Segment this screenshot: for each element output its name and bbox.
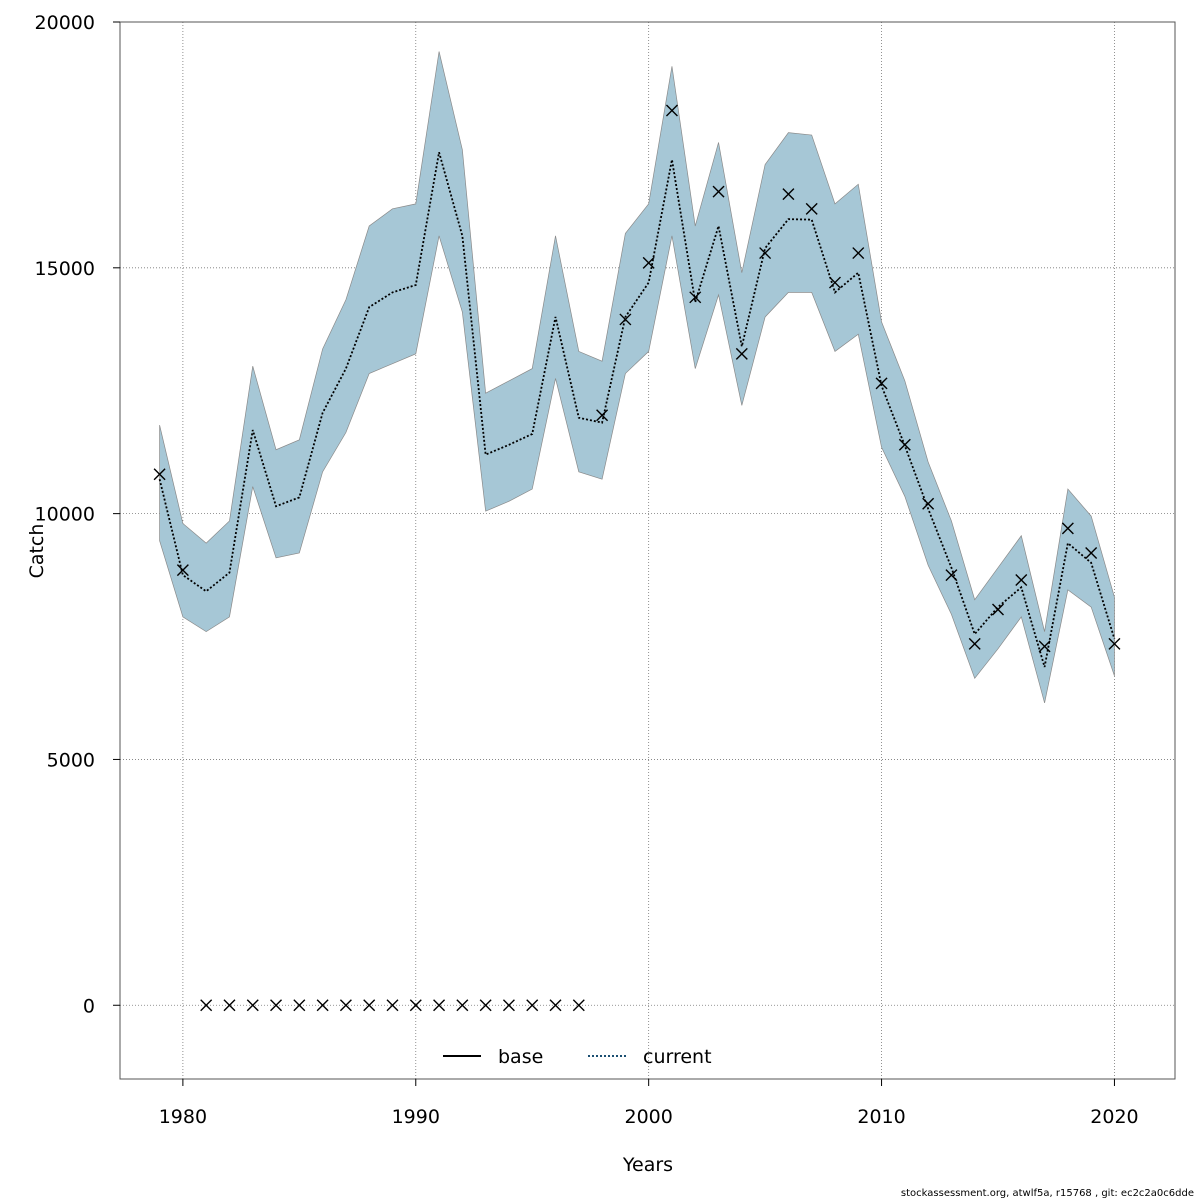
observed-point [828, 276, 841, 289]
footer-credit: stockassessment.org, atwlf5a, r15768 , g… [900, 1188, 1194, 1199]
observed-point [642, 256, 655, 269]
confidence-band [159, 51, 1115, 703]
observed-point [805, 202, 818, 215]
legend: base current [443, 1046, 712, 1068]
observed-point [665, 104, 678, 117]
observed-point [689, 291, 702, 304]
y-axis-title: Catch [26, 524, 48, 579]
observed-point [1015, 574, 1028, 586]
observed-point [852, 247, 865, 260]
observed-markers [153, 104, 1121, 1012]
x-axis-title: Years [622, 1154, 673, 1176]
plot-frame [119, 21, 1176, 1080]
observed-point [1085, 546, 1098, 559]
observed-point [875, 377, 888, 390]
y-axis: 0 5000 10000 15000 20000 [35, 12, 120, 1017]
observed-point [246, 999, 259, 1012]
x-tick-label: 2010 [857, 1106, 905, 1128]
x-tick-label: 1980 [159, 1106, 207, 1128]
observed-point [968, 637, 981, 650]
observed-point [176, 564, 189, 577]
observed-point [339, 999, 352, 1012]
observed-point [549, 999, 562, 1012]
observed-point [712, 185, 725, 198]
observed-point [456, 999, 469, 1012]
y-tick-label: 5000 [47, 749, 95, 771]
observed-point [223, 999, 236, 1012]
y-tick-label: 10000 [35, 504, 95, 526]
observed-point [293, 999, 306, 1012]
observed-point [200, 999, 213, 1012]
observed-point [502, 999, 515, 1012]
x-axis: 1980 1990 2000 2010 2020 [159, 1079, 1139, 1128]
legend-base-label: base [498, 1046, 543, 1068]
observed-point [596, 409, 609, 422]
y-tick-label: 15000 [35, 258, 95, 280]
observed-point [386, 999, 399, 1012]
observed-point [782, 188, 795, 201]
observed-point [270, 999, 283, 1012]
observed-point [898, 438, 911, 451]
observed-point [316, 999, 329, 1012]
observed-point [1108, 637, 1121, 650]
observed-point [526, 999, 539, 1012]
x-tick-label: 1990 [392, 1106, 440, 1128]
observed-point [1061, 522, 1074, 535]
observed-point [433, 999, 446, 1012]
observed-point [572, 999, 585, 1012]
observed-point [1038, 640, 1051, 653]
observed-point [945, 569, 958, 582]
x-tick-label: 2020 [1090, 1106, 1138, 1128]
observed-point [409, 999, 422, 1012]
observed-point [363, 999, 376, 1012]
observed-point [992, 603, 1004, 616]
observed-point [619, 313, 632, 326]
y-tick-label: 0 [83, 995, 95, 1017]
observed-point [153, 468, 166, 481]
observed-point [479, 999, 492, 1012]
x-tick-label: 2000 [624, 1106, 672, 1128]
observed-point [735, 347, 748, 360]
legend-current-label: current [643, 1046, 712, 1068]
observed-point [759, 247, 772, 260]
observed-point [922, 497, 935, 510]
y-tick-label: 20000 [35, 12, 95, 34]
